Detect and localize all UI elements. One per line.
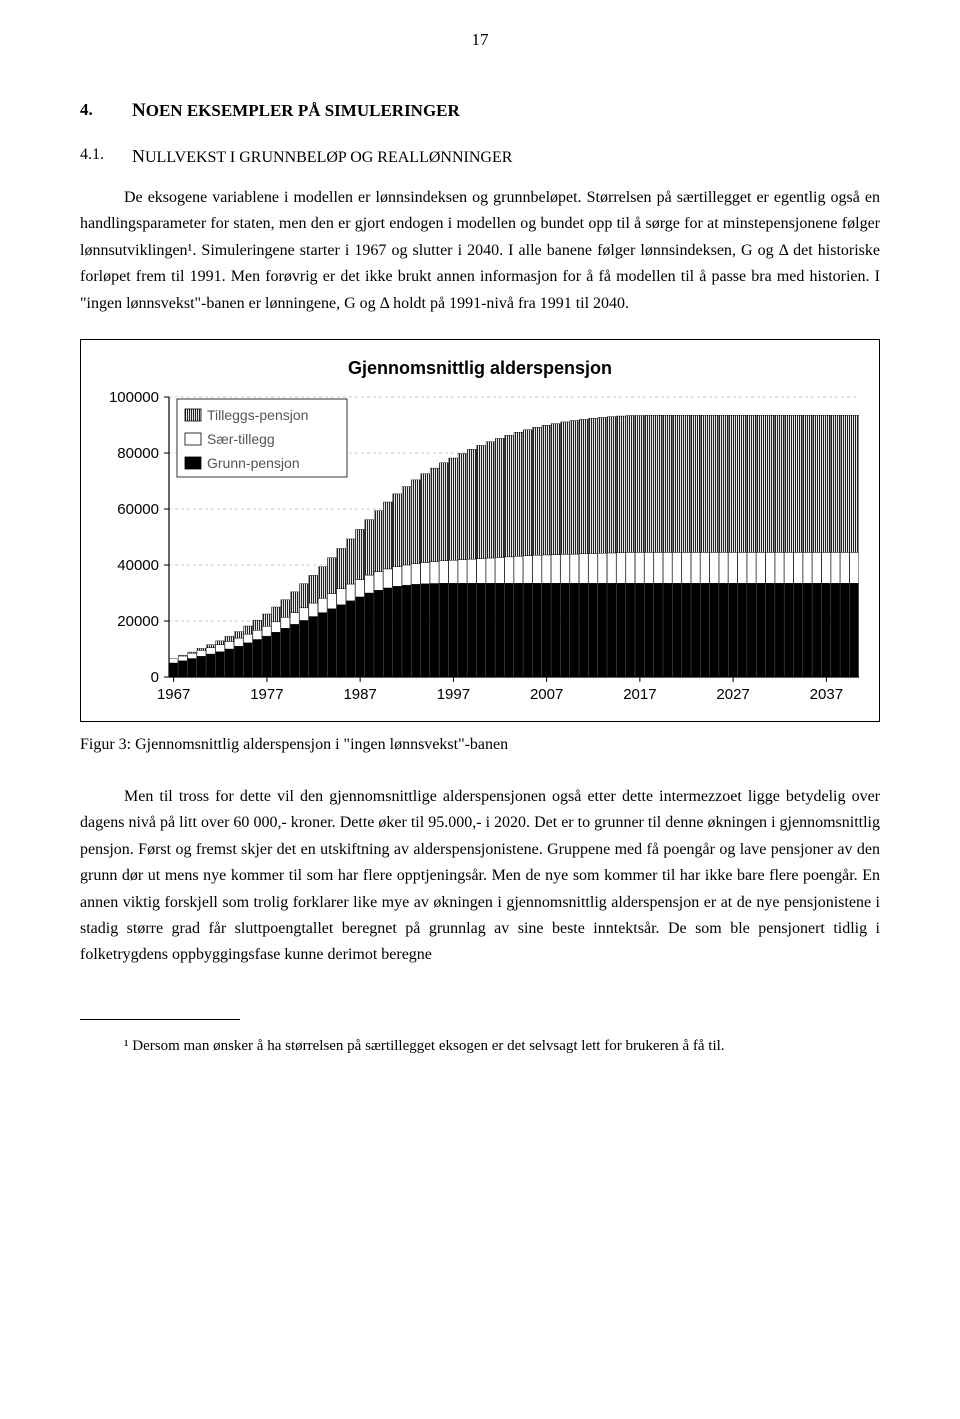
- svg-text:60000: 60000: [117, 501, 159, 518]
- svg-text:20000: 20000: [117, 613, 159, 630]
- svg-text:100000: 100000: [109, 391, 159, 406]
- subsection-title: NULLVEKST I GRUNNBELØP OG REALLØNNINGER: [132, 146, 512, 167]
- footnote-separator: [80, 1019, 240, 1020]
- svg-text:0: 0: [151, 669, 159, 686]
- svg-text:2037: 2037: [810, 686, 843, 703]
- svg-text:2027: 2027: [716, 686, 749, 703]
- svg-text:Sær-tillegg: Sær-tillegg: [207, 431, 275, 447]
- svg-text:Tilleggs-pensjon: Tilleggs-pensjon: [207, 407, 308, 423]
- footnote-1: ¹ Dersom man ønsker å ha størrelsen på s…: [80, 1035, 880, 1058]
- svg-text:1967: 1967: [157, 686, 190, 703]
- svg-text:1997: 1997: [437, 686, 470, 703]
- figure-caption: Figur 3: Gjennomsnittlig alderspensjon i…: [80, 736, 880, 754]
- svg-text:Grunn-pensjon: Grunn-pensjon: [207, 455, 300, 471]
- svg-text:80000: 80000: [117, 445, 159, 462]
- paragraph-2: Men til tross for dette vil den gjennoms…: [80, 784, 880, 969]
- svg-text:2017: 2017: [623, 686, 656, 703]
- page-number: 17: [80, 30, 880, 50]
- svg-text:2007: 2007: [530, 686, 563, 703]
- section-number: 4.: [80, 100, 132, 122]
- section-title: NOEN EKSEMPLER PÅ SIMULERINGER: [132, 100, 460, 122]
- section-heading: 4. NOEN EKSEMPLER PÅ SIMULERINGER: [80, 100, 880, 122]
- paragraph-1: De eksogene variablene i modellen er løn…: [80, 185, 880, 317]
- subsection-number: 4.1.: [80, 146, 132, 167]
- chart-frame: Gjennomsnittlig alderspensjon 0 20000 4000…: [80, 339, 880, 722]
- svg-text:1977: 1977: [250, 686, 283, 703]
- pension-chart: 0 20000 40000 60000 80000 100000 1967 1977 1987 1…: [99, 391, 869, 711]
- subsection-heading: 4.1. NULLVEKST I GRUNNBELØP OG REALLØNNI…: [80, 146, 880, 167]
- chart-title: Gjennomsnittlig alderspensjon: [99, 358, 861, 379]
- svg-text:40000: 40000: [117, 557, 159, 574]
- svg-text:1987: 1987: [343, 686, 376, 703]
